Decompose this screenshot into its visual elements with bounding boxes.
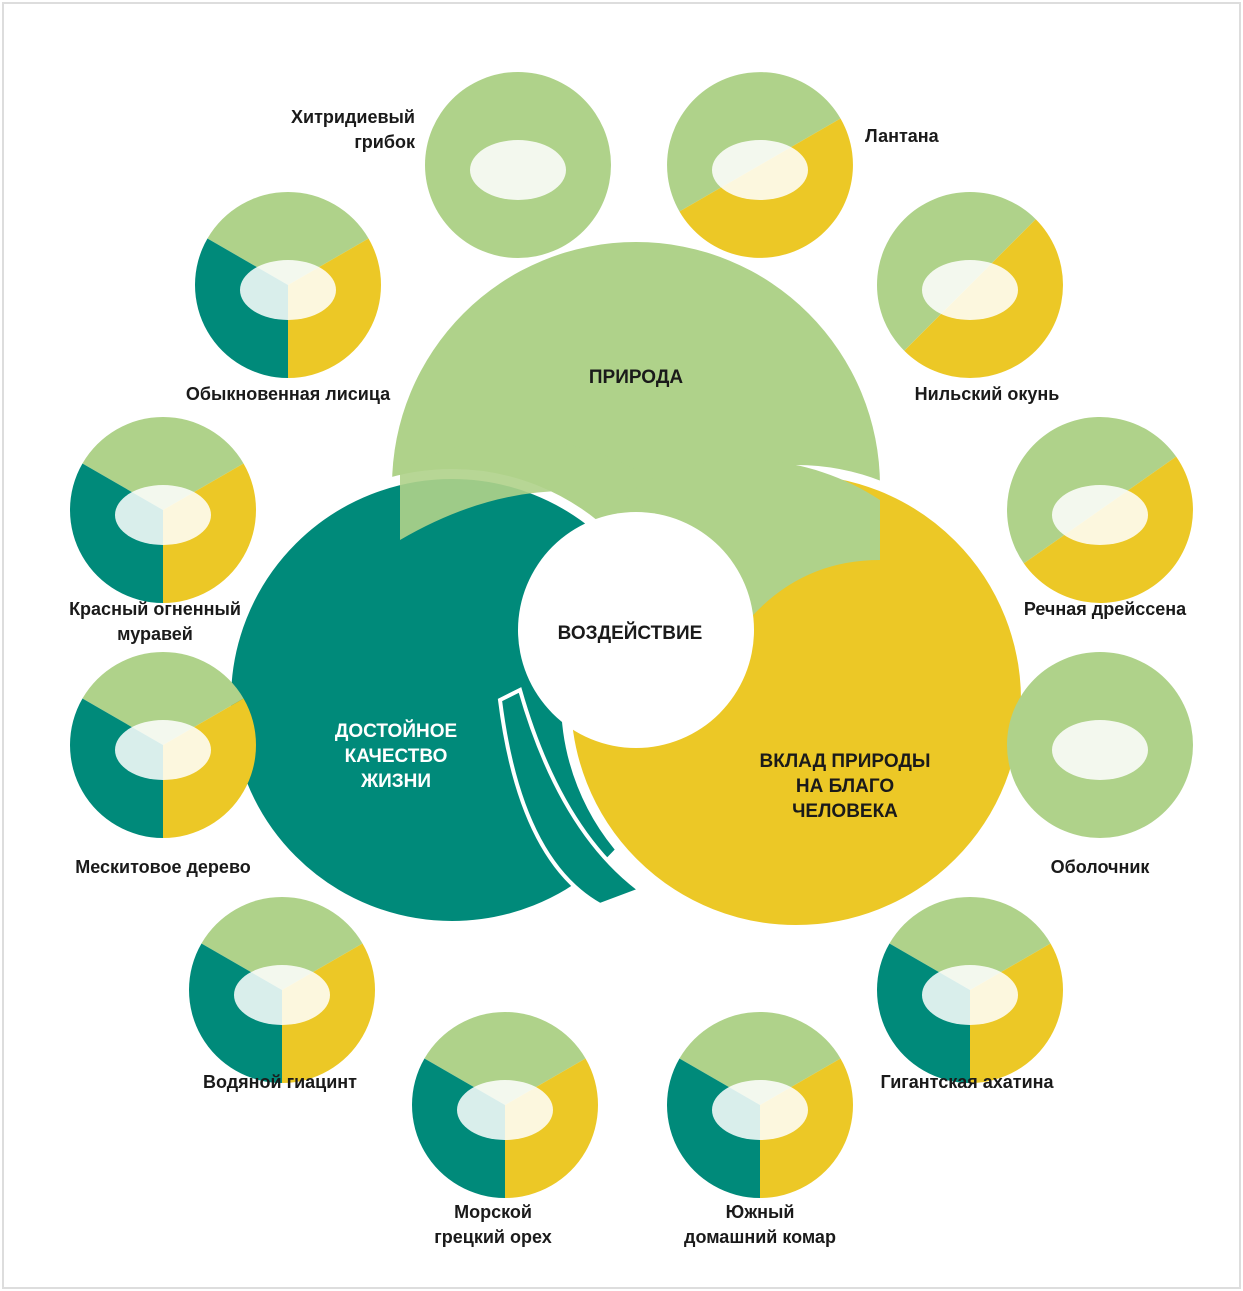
species-silhouette [712,140,808,200]
quality-label: ДОСТОЙНОЕ [335,720,457,742]
contributions-label: НА БЛАГО [796,776,894,797]
species-silhouette [922,260,1018,320]
species-label: Морской [454,1202,532,1222]
species-label: домашний комар [684,1227,836,1247]
species-label: Оболочник [1051,857,1151,877]
quality-label: КАЧЕСТВО [345,746,448,767]
species-label: Гигантская ахатина [880,1072,1054,1092]
species-silhouette [240,260,336,320]
nature-label: ПРИРОДА [589,367,683,388]
species-label: Южный [726,1202,795,1222]
species-silhouette [922,965,1018,1025]
species-label: грибок [354,132,416,152]
species-silhouette [115,720,211,780]
species-label: Хитридиевый [291,107,415,127]
species-label: муравей [117,624,193,644]
species-label: Нильский окунь [915,384,1060,404]
species-silhouette [115,485,211,545]
contributions-label: ЧЕЛОВЕКА [792,801,898,822]
species-label: Речная дрейссена [1024,599,1187,619]
species-label: Водяной гиацинт [203,1072,357,1092]
species-label: Лантана [865,126,940,146]
species-silhouette [1052,485,1148,545]
species-silhouette [470,140,566,200]
impact-label: ВОЗДЕЙСТВИЕ [558,622,703,644]
species-label: Мескитовое дерево [75,857,251,877]
species-silhouette [457,1080,553,1140]
species-silhouette [234,965,330,1025]
species-label: грецкий орех [434,1227,551,1247]
species-label: Обыкновенная лисица [186,384,391,404]
species-silhouette [1052,720,1148,780]
species-silhouette [712,1080,808,1140]
contributions-label: ВКЛАД ПРИРОДЫ [760,751,931,772]
diagram: ПРИРОДА ВОЗДЕЙСТВИЕ ДОСТОЙНОЕ КАЧЕСТВО Ж… [0,0,1243,1291]
quality-label: ЖИЗНИ [360,771,431,792]
species-label: Красный огненный [69,599,241,619]
